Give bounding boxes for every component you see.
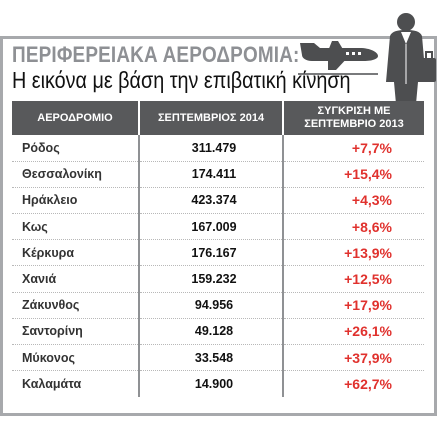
change-percent-cell: +13,9% <box>283 239 424 267</box>
table-header-row: ΑΕΡΟΔΡΟΜΙΟ ΣΕΠΤΕΜΒΡΙΟΣ 2014 ΣΥΓΚΡΙΣΗ ΜΕ … <box>12 101 424 135</box>
airport-name-cell: Ζάκυνθος <box>12 292 140 319</box>
table-row: Θεσσαλονίκη 174.411 +15,4% <box>12 161 424 188</box>
traveler-icon <box>386 13 436 104</box>
passengers-cell: 423.374 <box>139 187 284 215</box>
passengers-cell: 176.167 <box>139 239 284 267</box>
change-percent-cell: +12,5% <box>283 265 424 293</box>
table-row: Καλαμάτα 14.900 +62,7% <box>12 370 424 397</box>
table-row: Ζάκυνθος 94.956 +17,9% <box>12 292 424 319</box>
airport-name-cell: Κως <box>12 213 140 241</box>
airport-name-cell: Κέρκυρα <box>12 239 140 267</box>
infographic-title: ΠΕΡΙΦΕΡΕΙΑΚΑ ΑΕΡΟΔΡΟΜΙΑ: <box>12 42 300 67</box>
table-row: Κως 167.009 +8,6% <box>12 213 424 241</box>
change-percent-cell: +4,3% <box>283 187 424 215</box>
airplane-icon <box>298 41 378 75</box>
airport-name-cell: Ηράκλειο <box>12 187 140 215</box>
column-header-airport: ΑΕΡΟΔΡΟΜΙΟ <box>12 101 140 135</box>
passengers-cell: 33.548 <box>139 344 284 372</box>
passengers-cell: 174.411 <box>139 161 284 188</box>
change-percent-cell: +17,9% <box>283 292 424 319</box>
change-percent-cell: +37,9% <box>283 344 424 372</box>
passengers-cell: 311.479 <box>139 135 284 162</box>
airport-name-cell: Χανιά <box>12 265 140 293</box>
passengers-cell: 49.128 <box>139 318 284 346</box>
infographic-subtitle: Η εικόνα με βάση την επιβατική κίνηση <box>12 67 351 93</box>
column-header-comparison: ΣΥΓΚΡΙΣΗ ΜΕ ΣΕΠΤΕΜΒΡΙΟ 2013 <box>283 101 424 135</box>
airport-name-cell: Σαντορίνη <box>12 318 140 346</box>
airport-name-cell: Θεσσαλονίκη <box>12 161 140 188</box>
change-percent-cell: +26,1% <box>283 318 424 346</box>
passengers-cell: 167.009 <box>139 213 284 241</box>
passengers-cell: 159.232 <box>139 265 284 293</box>
table-row: Ηράκλειο 423.374 +4,3% <box>12 187 424 215</box>
table-row: Σαντορίνη 49.128 +26,1% <box>12 318 424 346</box>
passengers-cell: 14.900 <box>139 370 284 397</box>
travel-illustration <box>298 13 436 104</box>
table-row: Ρόδος 311.479 +7,7% <box>12 135 424 162</box>
change-percent-cell: +62,7% <box>344 376 392 393</box>
airport-name-cell: Ρόδος <box>12 135 140 162</box>
passengers-cell: 94.956 <box>139 292 284 319</box>
table-row: Κέρκυρα 176.167 +13,9% <box>12 239 424 267</box>
change-percent-cell: +7,7% <box>283 135 424 162</box>
airport-name-cell: Μύκονος <box>12 344 140 372</box>
airport-traffic-table: ΑΕΡΟΔΡΟΜΙΟ ΣΕΠΤΕΜΒΡΙΟΣ 2014 ΣΥΓΚΡΙΣΗ ΜΕ … <box>12 101 424 397</box>
infographic-frame <box>0 36 437 416</box>
table-row: Μύκονος 33.548 +37,9% <box>12 344 424 372</box>
airport-name-cell: Καλαμάτα <box>12 370 140 397</box>
change-percent-cell: +15,4% <box>283 161 424 188</box>
column-header-september-2014: ΣΕΠΤΕΜΒΡΙΟΣ 2014 <box>139 101 284 135</box>
table-row: Χανιά 159.232 +12,5% <box>12 265 424 293</box>
change-percent-cell: +8,6% <box>283 213 424 241</box>
